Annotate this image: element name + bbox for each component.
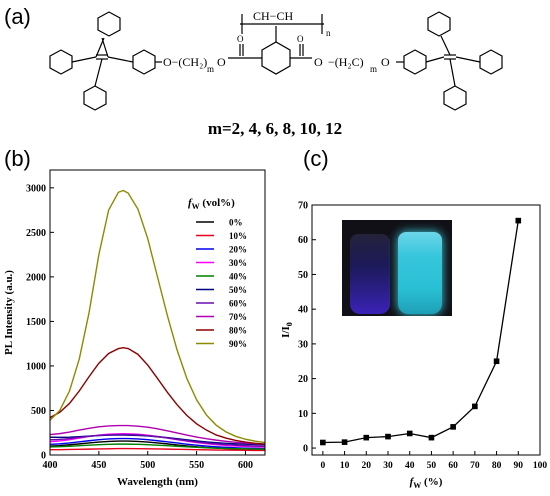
left-ester-oxygen: O bbox=[217, 55, 226, 69]
benzene-ring bbox=[49, 49, 73, 75]
polymer-backbone-label: CH−CH bbox=[253, 9, 293, 23]
x-tick-label: 30 bbox=[383, 461, 393, 471]
benzene-ring bbox=[97, 11, 121, 37]
data-point bbox=[341, 439, 348, 445]
y-tick-label: 0 bbox=[41, 451, 46, 462]
data-point bbox=[472, 403, 478, 410]
legend-label: 50% bbox=[229, 285, 247, 295]
legend-label: 40% bbox=[229, 272, 247, 282]
plot-frame bbox=[311, 204, 541, 456]
legend-label: 10% bbox=[229, 231, 247, 241]
chemical-structure: O−(CH₂) m O O O O CH−CH n −(H₂C) m O m=2… bbox=[49, 9, 503, 138]
data-point bbox=[406, 430, 413, 437]
y-tick-label: 2000 bbox=[26, 272, 46, 283]
y-tick-label: 20 bbox=[298, 374, 308, 385]
x-tick-label: 500 bbox=[140, 460, 155, 471]
x-tick-label: 100 bbox=[533, 461, 548, 471]
panel-label-b: (b) bbox=[4, 146, 31, 171]
x-tick-label: 600 bbox=[238, 460, 253, 471]
data-point bbox=[363, 434, 370, 441]
legend-label: 30% bbox=[229, 258, 247, 268]
y-tick-label: 50 bbox=[298, 270, 308, 281]
pl-spectra-chart: 0% 10% 20% 30% 40% 50% 60% 70% 80% 90% 400 450 500 5… bbox=[3, 169, 266, 488]
y-tick-label: 1000 bbox=[26, 361, 46, 372]
y-tick-label: 60 bbox=[298, 235, 308, 246]
legend-label: 70% bbox=[229, 312, 247, 322]
vial-photo-inset bbox=[342, 220, 452, 316]
y-tick-label: 40 bbox=[298, 305, 308, 316]
benzene-ring bbox=[443, 85, 467, 111]
legend-label: 60% bbox=[229, 299, 247, 309]
plot-frame bbox=[49, 169, 266, 456]
x-tick-label: 50 bbox=[427, 461, 437, 471]
series-line-90pct bbox=[49, 189, 266, 444]
polymer-subscript-n: n bbox=[326, 28, 331, 38]
legend-label: 0% bbox=[229, 218, 243, 228]
panel-label-c: (c) bbox=[303, 146, 329, 171]
y-tick-label: 3000 bbox=[26, 183, 46, 194]
data-point bbox=[428, 434, 435, 441]
y-tick-label: 70 bbox=[298, 201, 308, 212]
right-ester-oxygen: O bbox=[314, 55, 323, 69]
x-tick-label: 20 bbox=[362, 461, 372, 471]
vial-dim bbox=[350, 234, 390, 314]
benzene-ring bbox=[261, 41, 291, 75]
data-point bbox=[450, 424, 456, 430]
x-tick-label: 90 bbox=[514, 461, 524, 471]
x-tick-label: 40 bbox=[405, 461, 415, 471]
x-tick-label: 550 bbox=[189, 460, 204, 471]
data-point bbox=[493, 358, 500, 365]
right-spacer-label: −(H₂C) bbox=[328, 55, 364, 69]
series-line-80pct bbox=[49, 346, 266, 445]
x-tick-label: 80 bbox=[492, 461, 502, 471]
series-line-60pct bbox=[49, 433, 266, 447]
benzene-ring bbox=[403, 49, 427, 75]
benzene-ring bbox=[479, 49, 503, 75]
y-tick-label: 500 bbox=[31, 406, 46, 417]
y-tick-label: 30 bbox=[298, 339, 308, 350]
series-line-70pct bbox=[49, 424, 266, 445]
series-line bbox=[322, 220, 519, 444]
y-tick-label: 0 bbox=[303, 444, 308, 455]
legend-label: 80% bbox=[229, 326, 247, 336]
series-line-40pct bbox=[49, 443, 266, 450]
x-axis-label: Wavelength (nm) bbox=[117, 476, 198, 488]
panel-label-a: (a) bbox=[4, 4, 31, 29]
vial-glowing bbox=[398, 232, 442, 314]
left-carbonyl-oxygen: O bbox=[237, 34, 244, 44]
y-axis-label: PL Intensity (a.u.) bbox=[3, 270, 15, 355]
x-tick-label: 60 bbox=[448, 461, 458, 471]
x-tick-label: 0 bbox=[320, 461, 325, 471]
benzene-ring bbox=[132, 49, 156, 75]
data-point bbox=[385, 433, 391, 440]
y-tick-label: 1500 bbox=[26, 317, 46, 328]
right-ether-oxygen: O bbox=[381, 55, 390, 69]
left-spacer-label: O−(CH₂) bbox=[163, 55, 207, 69]
benzene-ring bbox=[427, 11, 451, 37]
right-spacer-subscript: m bbox=[370, 64, 377, 74]
enhancement-ratio-chart: 0 10 20 30 40 50 60 70 80 90 100 0 10 20 30 40 50 60 70 fW… bbox=[280, 201, 548, 491]
data-point bbox=[515, 217, 522, 224]
x-tick-label: 450 bbox=[91, 460, 106, 471]
structure-caption: m=2, 4, 6, 8, 10, 12 bbox=[208, 119, 342, 138]
series-line-20pct bbox=[49, 437, 266, 450]
right-carbonyl-oxygen: O bbox=[297, 34, 304, 44]
x-tick-label: 10 bbox=[340, 461, 350, 471]
data-point bbox=[320, 439, 326, 446]
legend-label: 90% bbox=[229, 339, 247, 349]
x-tick-label: 400 bbox=[43, 460, 58, 471]
y-tick-label: 2500 bbox=[26, 228, 46, 239]
legend-label: 20% bbox=[229, 245, 247, 255]
y-tick-label: 10 bbox=[298, 409, 308, 420]
y-axis-label: I/I0 bbox=[280, 322, 294, 338]
series-line-10pct bbox=[50, 447, 266, 452]
legend-title: fW (vol%) bbox=[188, 197, 235, 211]
x-axis-label: fW (%) bbox=[410, 476, 443, 490]
left-spacer-subscript: m bbox=[207, 64, 214, 74]
x-tick-label: 70 bbox=[470, 461, 480, 471]
benzene-ring bbox=[83, 85, 107, 111]
